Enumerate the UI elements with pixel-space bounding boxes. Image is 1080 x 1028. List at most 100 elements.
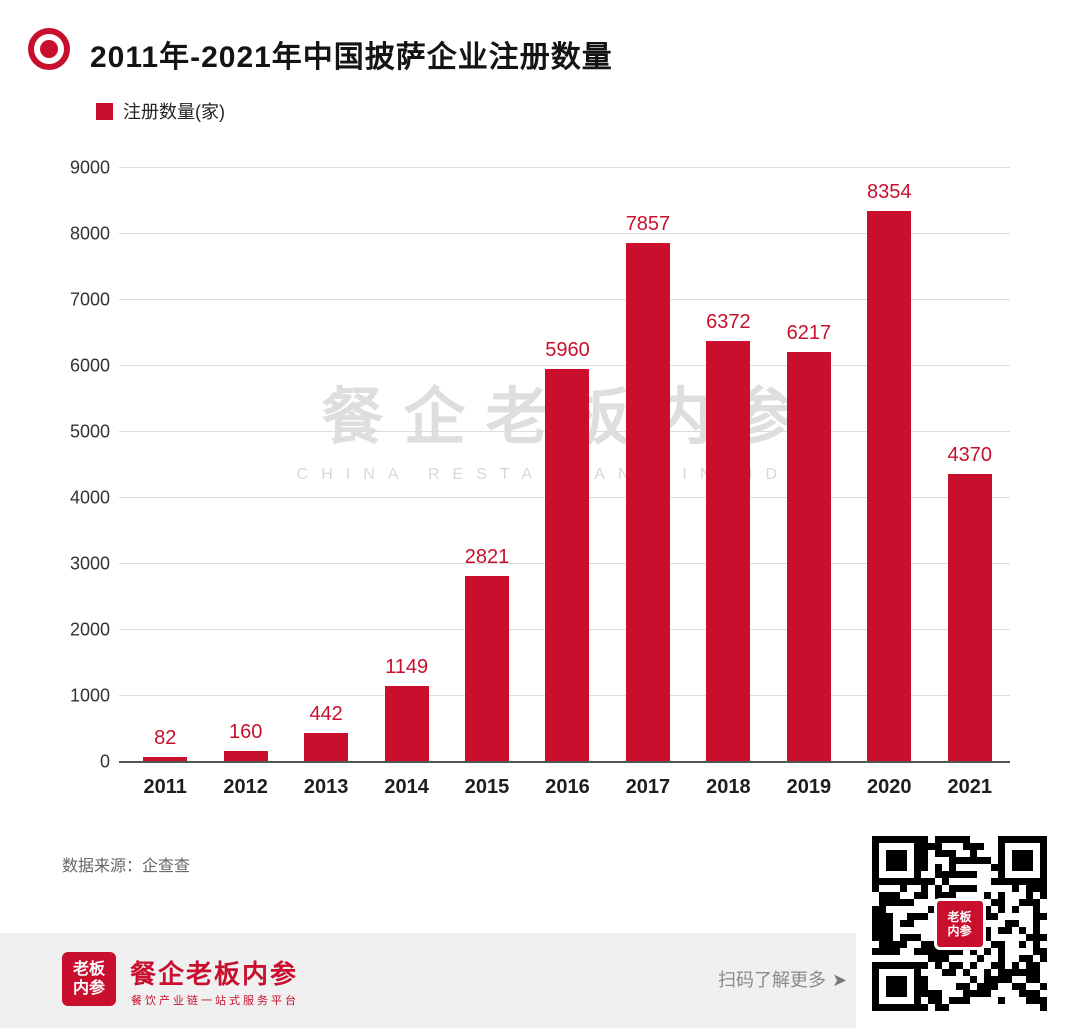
qr-cell <box>1033 850 1040 857</box>
y-tick-label: 9000 <box>69 157 110 178</box>
x-tick-label: 2013 <box>303 776 349 798</box>
qr-cell <box>984 906 991 913</box>
qr-cell <box>963 864 970 871</box>
qr-cell <box>942 864 949 871</box>
qr-cell <box>1040 871 1047 878</box>
qr-cell <box>1005 899 1012 906</box>
qr-cell <box>1019 857 1026 864</box>
qr-cell <box>998 997 1005 1004</box>
qr-cell <box>893 899 900 906</box>
qr-cell <box>970 997 977 1004</box>
qr-cell <box>949 892 956 899</box>
qr-cell <box>1012 857 1019 864</box>
qr-cell <box>1019 969 1026 976</box>
qr-cell <box>914 864 921 871</box>
bar <box>625 243 670 762</box>
qr-cell <box>984 983 991 990</box>
qr-cell <box>998 899 1005 906</box>
qr-cell <box>872 955 879 962</box>
bar-group: 5960 <box>527 168 607 762</box>
x-tick-label: 2020 <box>867 776 912 798</box>
qr-cell <box>1012 885 1019 892</box>
qr-cell <box>1005 920 1012 927</box>
qr-cell <box>1033 857 1040 864</box>
qr-cell <box>914 927 921 934</box>
qr-cell <box>935 850 942 857</box>
qr-cell <box>998 976 1005 983</box>
qr-cell <box>914 948 921 955</box>
qr-cell <box>949 836 956 843</box>
qr-cell <box>984 913 991 920</box>
qr-cell <box>1026 990 1033 997</box>
x-tick-label: 2019 <box>786 776 832 798</box>
plot-area: 餐企老板内参 CHINA RESTAURANT INSIDER 82160442… <box>119 167 1010 763</box>
qr-cell <box>1019 948 1026 955</box>
gridline <box>119 167 1010 168</box>
gridline <box>119 299 1010 300</box>
qr-cell <box>886 850 893 857</box>
qr-cell <box>991 864 998 871</box>
qr-cell <box>879 913 886 920</box>
qr-cell <box>942 843 949 850</box>
bar-group: 8354 <box>849 168 929 762</box>
brand-logo: 老板内参 <box>62 952 116 1006</box>
y-tick-label: 7000 <box>69 289 110 310</box>
qr-cell <box>963 857 970 864</box>
qr-cell <box>984 990 991 997</box>
qr-cell <box>893 934 900 941</box>
qr-cell <box>893 920 900 927</box>
qr-cell <box>1019 913 1026 920</box>
qr-cell <box>1026 857 1033 864</box>
footer-band <box>0 933 856 1028</box>
qr-cell <box>1019 836 1026 843</box>
qr-cell <box>963 969 970 976</box>
qr-cell <box>998 864 1005 871</box>
qr-cell <box>991 843 998 850</box>
qr-cell <box>921 941 928 948</box>
qr-cell <box>907 927 914 934</box>
qr-cell <box>942 976 949 983</box>
qr-cell <box>942 997 949 1004</box>
qr-cell <box>900 976 907 983</box>
qr-cell <box>921 913 928 920</box>
qr-cell <box>914 836 921 843</box>
qr-cell <box>1012 969 1019 976</box>
qr-cell <box>928 983 935 990</box>
qr-cell <box>1033 955 1040 962</box>
qr-cell <box>893 990 900 997</box>
qr-cell <box>921 927 928 934</box>
qr-cell <box>984 934 991 941</box>
qr-cell <box>949 969 956 976</box>
qr-cell <box>928 892 935 899</box>
qr-cell <box>956 878 963 885</box>
qr-cell <box>984 948 991 955</box>
qr-cell <box>914 976 921 983</box>
qr-cell <box>1033 962 1040 969</box>
qr-cell <box>893 983 900 990</box>
qr-cell <box>1033 843 1040 850</box>
bar <box>465 575 510 762</box>
qr-cell <box>872 927 879 934</box>
qr-cell <box>991 878 998 885</box>
qr-cell <box>998 836 1005 843</box>
qr-cell <box>942 850 949 857</box>
qr-cell <box>928 948 935 955</box>
qr-cell <box>921 906 928 913</box>
qr-cell <box>970 843 977 850</box>
qr-cell <box>984 955 991 962</box>
qr-cell <box>991 836 998 843</box>
qr-cell <box>886 934 893 941</box>
qr-cell <box>935 885 942 892</box>
qr-cell <box>1040 976 1047 983</box>
qr-cell <box>1019 962 1026 969</box>
qr-cell <box>893 962 900 969</box>
qr-cell <box>991 962 998 969</box>
qr-cell <box>893 969 900 976</box>
qr-cell <box>928 906 935 913</box>
qr-cell <box>921 969 928 976</box>
qr-cell <box>970 962 977 969</box>
qr-cell <box>1019 955 1026 962</box>
qr-cell <box>886 871 893 878</box>
qr-cell <box>886 997 893 1004</box>
qr-cell <box>914 969 921 976</box>
